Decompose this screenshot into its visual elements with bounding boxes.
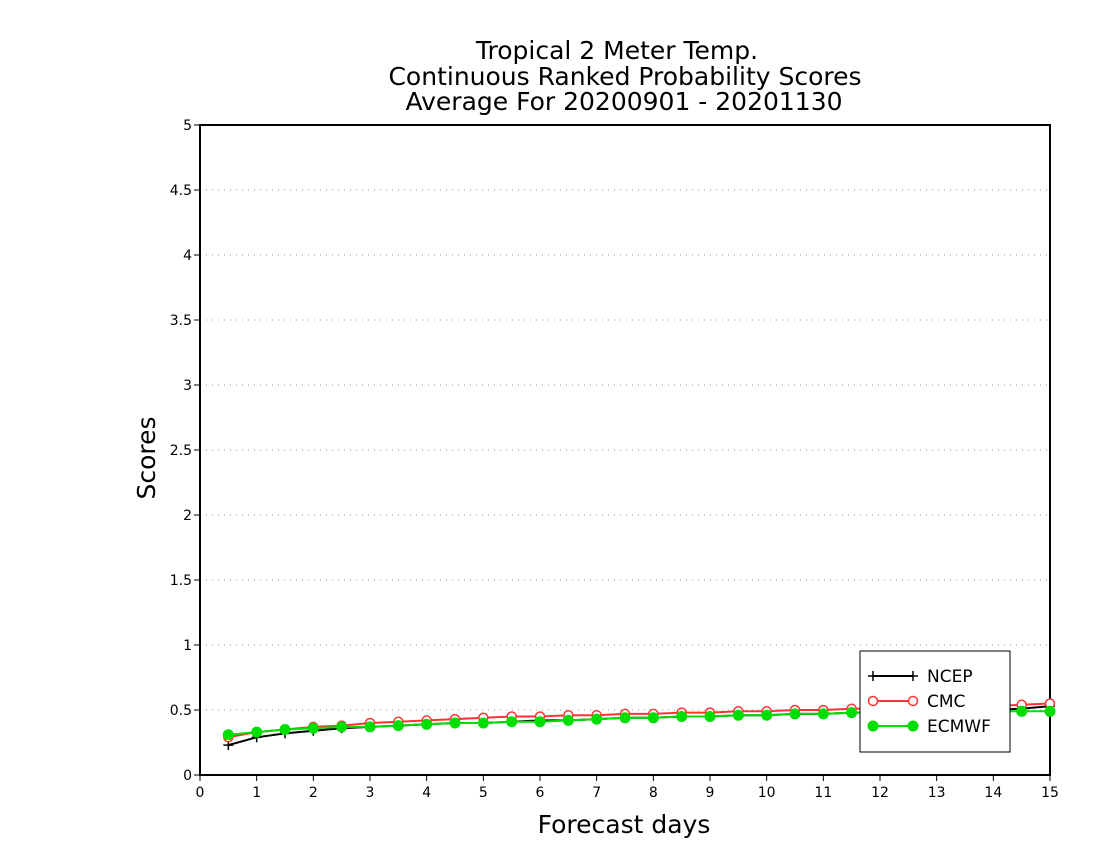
y-tick-label-2: 1 — [183, 638, 192, 654]
x-tick-label-6: 6 — [536, 785, 545, 801]
y-axis-title: Scores — [132, 416, 161, 499]
data-point-ecmwf-22 — [846, 707, 858, 719]
y-tick-label-3: 1.5 — [170, 573, 192, 589]
y-tick-label-5: 2.5 — [170, 443, 192, 459]
data-point-ecmwf-8 — [449, 717, 461, 729]
y-axis-ticks: 0 0.5 1 1.5 2 2.5 3 3.5 4 4.5 5 — [170, 118, 200, 784]
x-tick-label-10: 10 — [758, 785, 776, 801]
legend-item-cmc: CMC — [867, 692, 965, 712]
x-tick-label-5: 5 — [479, 785, 488, 801]
x-tick-label-15: 15 — [1041, 785, 1059, 801]
data-point-ecmwf-15 — [647, 712, 659, 724]
data-point-ecmwf-20 — [789, 708, 801, 720]
data-point-ecmwf-3 — [307, 722, 319, 734]
data-point-ecmwf-28 — [1016, 705, 1028, 717]
y-tick-label-7: 3.5 — [170, 313, 192, 329]
data-point-ecmwf-4 — [336, 721, 348, 733]
data-point-ecmwf-7 — [421, 718, 433, 730]
x-tick-label-4: 4 — [422, 785, 431, 801]
data-point-ecmwf-12 — [562, 714, 574, 726]
y-tick-label-9: 4.5 — [170, 183, 192, 199]
data-point-ecmwf-0 — [222, 729, 234, 741]
x-axis-title: Forecast days — [538, 810, 711, 839]
y-tick-label-1: 0.5 — [170, 703, 192, 719]
legend-label-cmc: CMC — [927, 692, 965, 712]
chart-title-line-2: Continuous Ranked Probability Scores — [388, 62, 861, 91]
gridlines — [200, 189, 1050, 711]
x-tick-label-14: 14 — [984, 785, 1002, 801]
chart-title: Tropical 2 Meter Temp. Continuous Ranked… — [388, 36, 861, 116]
data-point-ecmwf-13 — [591, 713, 603, 725]
legend-marker-left-ncep — [868, 671, 878, 681]
y-tick-label-0: 0 — [183, 768, 192, 784]
legend-marker-right-ecmwf — [907, 720, 919, 732]
x-axis-ticks: 0 1 2 3 4 5 6 7 8 9 10 11 12 13 14 15 — [196, 775, 1059, 801]
data-point-ecmwf-16 — [676, 711, 688, 722]
data-point-ecmwf-6 — [392, 720, 404, 732]
data-point-ecmwf-19 — [761, 709, 773, 721]
legend: NCEP CMC ECMWF — [859, 650, 1011, 753]
data-point-ecmwf-21 — [817, 708, 829, 720]
legend-marker-left-cmc — [867, 695, 879, 707]
data-point-ecmwf-29 — [1044, 705, 1056, 717]
series-ecmwf — [222, 705, 1056, 741]
x-tick-label-9: 9 — [706, 785, 715, 801]
data-point-ecmwf-2 — [279, 724, 291, 735]
data-point-ecmwf-9 — [477, 717, 489, 729]
x-tick-label-11: 11 — [814, 785, 832, 801]
y-tick-label-4: 2 — [183, 508, 192, 524]
legend-marker-right-ncep — [908, 671, 918, 681]
x-tick-label-7: 7 — [592, 785, 601, 801]
legend-item-ecmwf: ECMWF — [867, 717, 991, 737]
data-point-ecmwf-11 — [534, 716, 546, 728]
y-tick-label-6: 3 — [183, 378, 192, 394]
legend-item-ncep: NCEP — [868, 667, 973, 687]
data-point-ecmwf-1 — [251, 726, 263, 738]
x-tick-label-2: 2 — [309, 785, 318, 801]
data-point-ecmwf-17 — [704, 711, 716, 722]
legend-marker-left-ecmwf — [867, 720, 879, 732]
data-point-ecmwf-18 — [732, 709, 744, 721]
data-point-ecmwf-10 — [506, 716, 518, 728]
chart-title-line-1: Tropical 2 Meter Temp. — [475, 36, 758, 65]
x-tick-label-1: 1 — [252, 785, 261, 801]
y-tick-label-10: 5 — [183, 118, 192, 134]
x-tick-label-13: 13 — [928, 785, 946, 801]
legend-label-ncep: NCEP — [927, 667, 973, 687]
data-point-ecmwf-14 — [619, 712, 631, 724]
x-tick-label-12: 12 — [871, 785, 889, 801]
legend-label-ecmwf: ECMWF — [927, 717, 991, 737]
x-tick-label-8: 8 — [649, 785, 658, 801]
x-tick-label-0: 0 — [196, 785, 205, 801]
y-tick-label-8: 4 — [183, 248, 192, 264]
x-tick-label-3: 3 — [366, 785, 375, 801]
data-point-ecmwf-5 — [364, 721, 376, 733]
chart-title-line-3: Average For 20200901 - 20201130 — [405, 87, 842, 116]
legend-marker-right-cmc — [907, 695, 919, 707]
